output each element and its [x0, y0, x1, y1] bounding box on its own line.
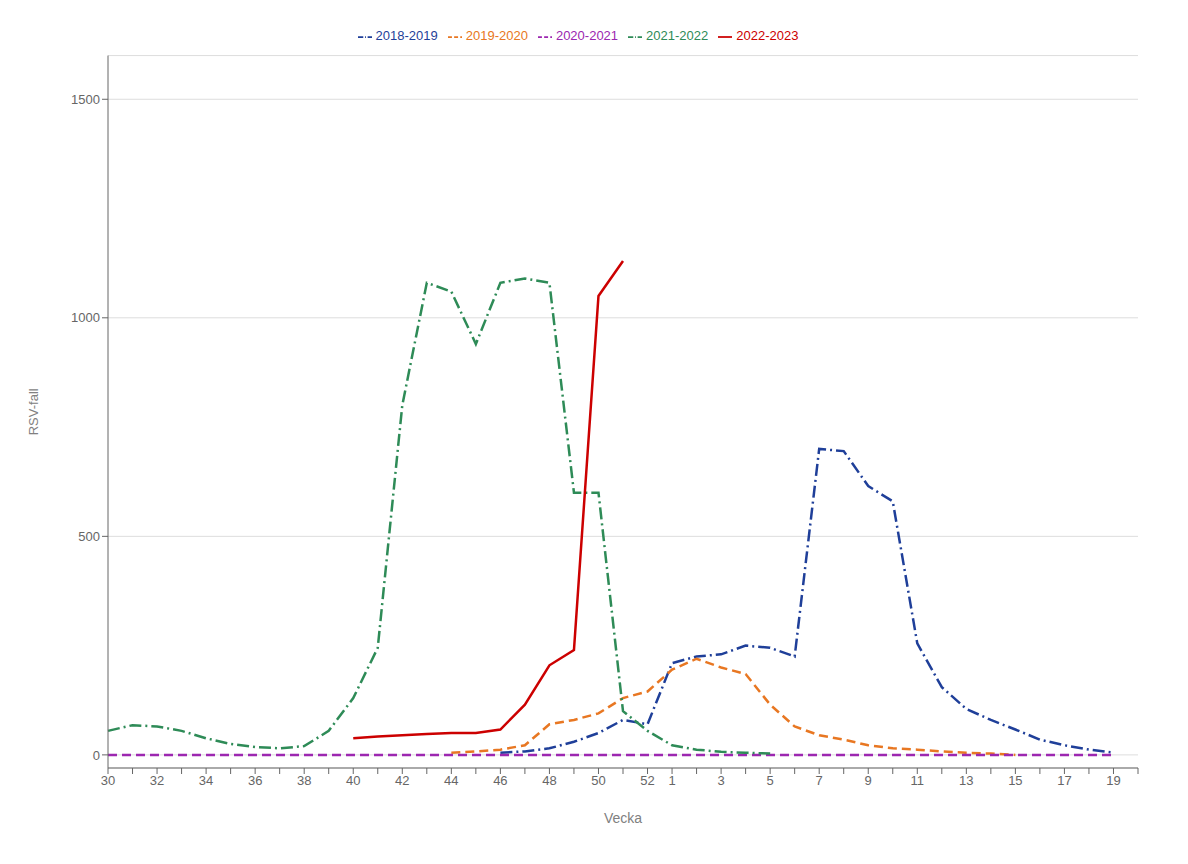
svg-text:11: 11 — [911, 773, 925, 788]
svg-text:9: 9 — [865, 773, 872, 788]
html-text:2019-2020: 2019-2020 — [465, 28, 528, 43]
svg-text:1000: 1000 — [71, 310, 100, 325]
svg-text:3: 3 — [717, 773, 724, 788]
html-text:2020-2021: 2020-2021 — [555, 28, 619, 43]
svg-text:30: 30 — [101, 773, 115, 788]
svg-text:13: 13 — [959, 773, 973, 788]
svg-text:44: 44 — [444, 773, 458, 788]
html-text:2018-2019: 2018-2019 — [375, 28, 438, 43]
svg-text:19: 19 — [1106, 773, 1120, 788]
svg-text:40: 40 — [346, 773, 360, 788]
svg-text:48: 48 — [542, 773, 556, 788]
svg-text:52: 52 — [640, 773, 654, 788]
svg-text:32: 32 — [150, 773, 164, 788]
svg-text:7: 7 — [816, 773, 823, 788]
html-text:2021-2022: 2021-2022 — [646, 28, 709, 43]
html-text:2022-2023: 2022-2023 — [736, 28, 799, 43]
svg-text:50: 50 — [591, 773, 605, 788]
svg-text:36: 36 — [248, 773, 262, 788]
svg-text:Vecka: Vecka — [604, 810, 642, 826]
svg-text:46: 46 — [493, 773, 507, 788]
svg-text:15: 15 — [1008, 773, 1022, 788]
svg-text:5: 5 — [767, 773, 774, 788]
svg-text:RSV-fall: RSV-fall — [26, 388, 41, 435]
svg-text:1: 1 — [668, 773, 675, 788]
svg-text:34: 34 — [199, 773, 213, 788]
svg-text:0: 0 — [93, 748, 100, 763]
svg-text:500: 500 — [78, 529, 100, 544]
svg-text:38: 38 — [297, 773, 311, 788]
svg-text:42: 42 — [395, 773, 409, 788]
svg-text:17: 17 — [1057, 773, 1071, 788]
svg-text:1500: 1500 — [71, 92, 100, 107]
